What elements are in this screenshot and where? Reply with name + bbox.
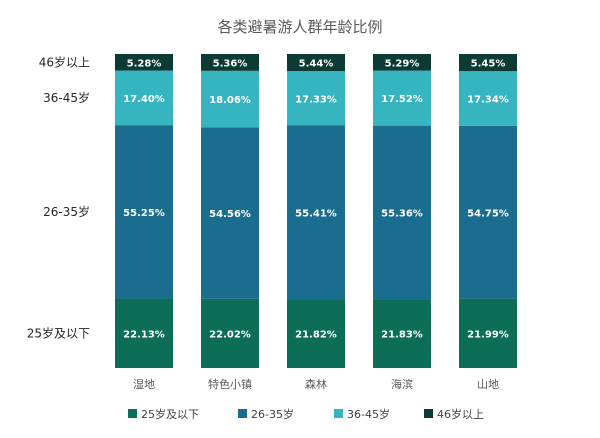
legend: 25岁及以下 26-35岁 36-45岁 46岁以上 <box>128 407 484 421</box>
bar-segment <box>115 298 173 368</box>
bar-segment <box>201 70 259 128</box>
bar-segment <box>459 54 517 72</box>
bar-segment <box>373 299 431 368</box>
data-label: 54.56% <box>209 209 251 220</box>
data-label: 54.75% <box>467 208 509 219</box>
row-label: 46岁以上 <box>39 54 90 69</box>
bar-segment <box>201 298 259 368</box>
bar-segment <box>201 54 259 71</box>
legend-entry: 46岁以上 <box>437 407 484 421</box>
bar-segment <box>373 125 431 300</box>
category-label: 特色小镇 <box>208 377 252 391</box>
legend-swatch <box>128 409 137 418</box>
bar-segment <box>115 125 173 299</box>
data-label: 21.82% <box>295 330 337 341</box>
category-labels-group: 湿地 特色小镇 森林 海滨 山地 <box>133 377 499 391</box>
row-labels-group: 25岁及以下 26-35岁 36-45岁 46岁以上 <box>27 54 90 340</box>
data-label: 55.41% <box>295 208 337 219</box>
data-label: 18.06% <box>209 95 251 106</box>
legend-swatch <box>424 409 433 418</box>
data-label: 22.13% <box>123 329 165 340</box>
legend-entry: 36-45岁 <box>347 407 390 421</box>
bar-segment <box>459 125 517 299</box>
category-label: 森林 <box>305 377 327 391</box>
bar-segment <box>201 127 259 299</box>
legend-swatch <box>334 409 343 418</box>
category-label: 海滨 <box>391 377 413 391</box>
data-label: 17.34% <box>467 95 509 106</box>
bar-segment <box>287 125 345 300</box>
data-label: 5.28% <box>127 58 162 69</box>
chart-title: 各类避暑游人群年龄比例 <box>217 18 382 36</box>
bar-segment <box>373 70 431 126</box>
bar-segment <box>373 54 431 71</box>
data-label: 5.36% <box>213 58 248 69</box>
legend-entry: 25岁及以下 <box>141 407 199 421</box>
data-label: 17.40% <box>123 94 165 105</box>
bar-segment <box>459 71 517 126</box>
data-label: 17.33% <box>295 94 337 105</box>
bar-segment <box>115 54 173 71</box>
bar-segment <box>115 70 173 126</box>
category-label: 山地 <box>477 378 499 391</box>
category-label: 湿地 <box>133 378 155 391</box>
data-label: 55.25% <box>123 208 165 219</box>
data-label: 5.44% <box>299 59 334 70</box>
bar-segment <box>287 71 345 126</box>
data-label: 55.36% <box>381 209 423 220</box>
data-label: 5.45% <box>471 59 506 70</box>
data-label: 21.99% <box>467 329 509 340</box>
bar-segment <box>287 54 345 72</box>
bar-segment <box>287 299 345 368</box>
bar-segment <box>459 298 517 368</box>
bars-group: 22.13% 55.25% 17.40% 5.28% 22.02% 54.56% 18.06… <box>115 54 517 368</box>
data-label: 5.29% <box>385 58 420 69</box>
row-label: 25岁及以下 <box>27 325 90 340</box>
row-label: 36-45岁 <box>43 90 90 105</box>
data-label: 17.52% <box>381 94 423 105</box>
row-label: 26-35岁 <box>43 204 90 219</box>
data-label: 22.02% <box>209 329 251 340</box>
legend-entry: 26-35岁 <box>251 407 294 421</box>
legend-swatch <box>238 409 247 418</box>
data-label: 21.83% <box>381 330 423 341</box>
